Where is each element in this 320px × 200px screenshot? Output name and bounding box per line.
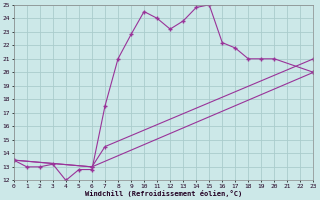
- X-axis label: Windchill (Refroidissement éolien,°C): Windchill (Refroidissement éolien,°C): [85, 190, 242, 197]
